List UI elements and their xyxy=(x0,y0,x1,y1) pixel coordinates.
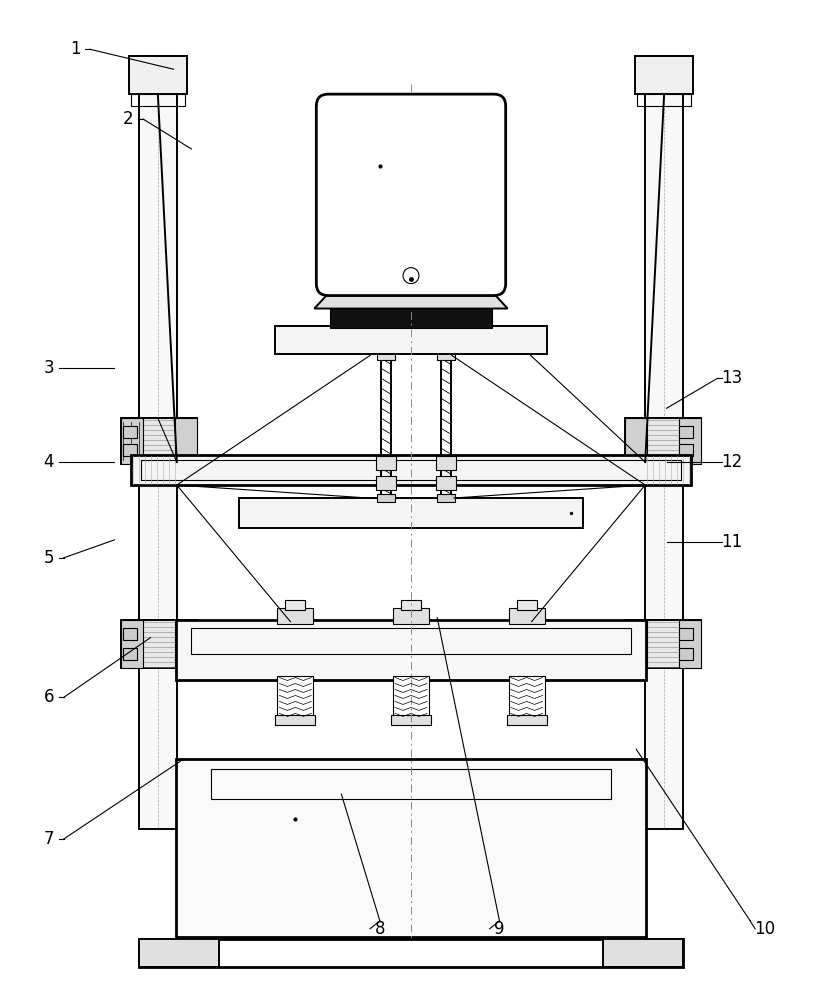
Bar xyxy=(626,620,701,668)
Bar xyxy=(275,326,547,354)
Text: 9: 9 xyxy=(494,920,505,938)
Bar xyxy=(626,418,647,464)
Bar xyxy=(517,600,537,610)
Text: 4: 4 xyxy=(44,453,54,471)
Bar xyxy=(176,759,646,937)
Bar xyxy=(121,620,143,668)
Bar xyxy=(679,426,693,438)
Bar xyxy=(377,494,395,502)
Text: 7: 7 xyxy=(44,830,54,848)
Text: 3: 3 xyxy=(44,359,54,377)
Bar xyxy=(506,715,547,725)
Bar xyxy=(509,608,544,624)
Bar xyxy=(131,94,185,106)
Bar xyxy=(139,939,219,967)
Bar xyxy=(626,418,701,464)
Bar xyxy=(401,600,421,610)
Text: 13: 13 xyxy=(722,369,743,387)
Text: 10: 10 xyxy=(755,920,775,938)
Text: 1: 1 xyxy=(70,40,81,58)
Bar xyxy=(121,620,196,668)
Bar xyxy=(645,56,683,829)
Bar xyxy=(175,620,196,668)
Bar xyxy=(330,307,492,328)
Bar xyxy=(679,620,701,668)
Bar xyxy=(436,476,456,490)
Bar xyxy=(123,648,137,660)
Bar xyxy=(679,444,693,456)
Bar xyxy=(278,608,313,624)
Polygon shape xyxy=(314,281,508,309)
Bar xyxy=(679,628,693,640)
Bar xyxy=(285,600,305,610)
Bar xyxy=(637,94,691,106)
Text: 12: 12 xyxy=(722,453,743,471)
FancyBboxPatch shape xyxy=(316,94,506,296)
Bar xyxy=(123,426,137,438)
Bar xyxy=(238,498,584,528)
Bar xyxy=(129,56,187,94)
Bar xyxy=(376,476,396,490)
Bar xyxy=(376,456,396,470)
Bar xyxy=(139,56,177,829)
Bar xyxy=(437,494,455,502)
Bar xyxy=(131,455,691,485)
Text: 11: 11 xyxy=(722,533,743,551)
Bar xyxy=(393,676,429,717)
Bar xyxy=(679,418,701,464)
Text: 8: 8 xyxy=(375,920,386,938)
Bar xyxy=(139,939,683,967)
Bar xyxy=(123,444,137,456)
Bar xyxy=(436,456,456,470)
Text: 2: 2 xyxy=(123,110,134,128)
Bar xyxy=(275,715,316,725)
Bar xyxy=(603,939,683,967)
Text: 5: 5 xyxy=(44,549,54,567)
Bar xyxy=(377,346,395,360)
Bar xyxy=(123,628,137,640)
Bar xyxy=(437,346,455,360)
Text: 6: 6 xyxy=(44,688,54,706)
Bar xyxy=(121,418,196,464)
Bar xyxy=(635,56,693,94)
Bar xyxy=(278,676,313,717)
Bar xyxy=(175,418,196,464)
Bar xyxy=(210,769,612,799)
Bar xyxy=(509,676,544,717)
Bar xyxy=(176,620,646,680)
Bar xyxy=(679,648,693,660)
Bar xyxy=(191,628,631,654)
Bar xyxy=(393,608,429,624)
Bar xyxy=(141,460,681,480)
Bar xyxy=(626,620,647,668)
Bar xyxy=(121,418,143,464)
Bar xyxy=(391,715,431,725)
